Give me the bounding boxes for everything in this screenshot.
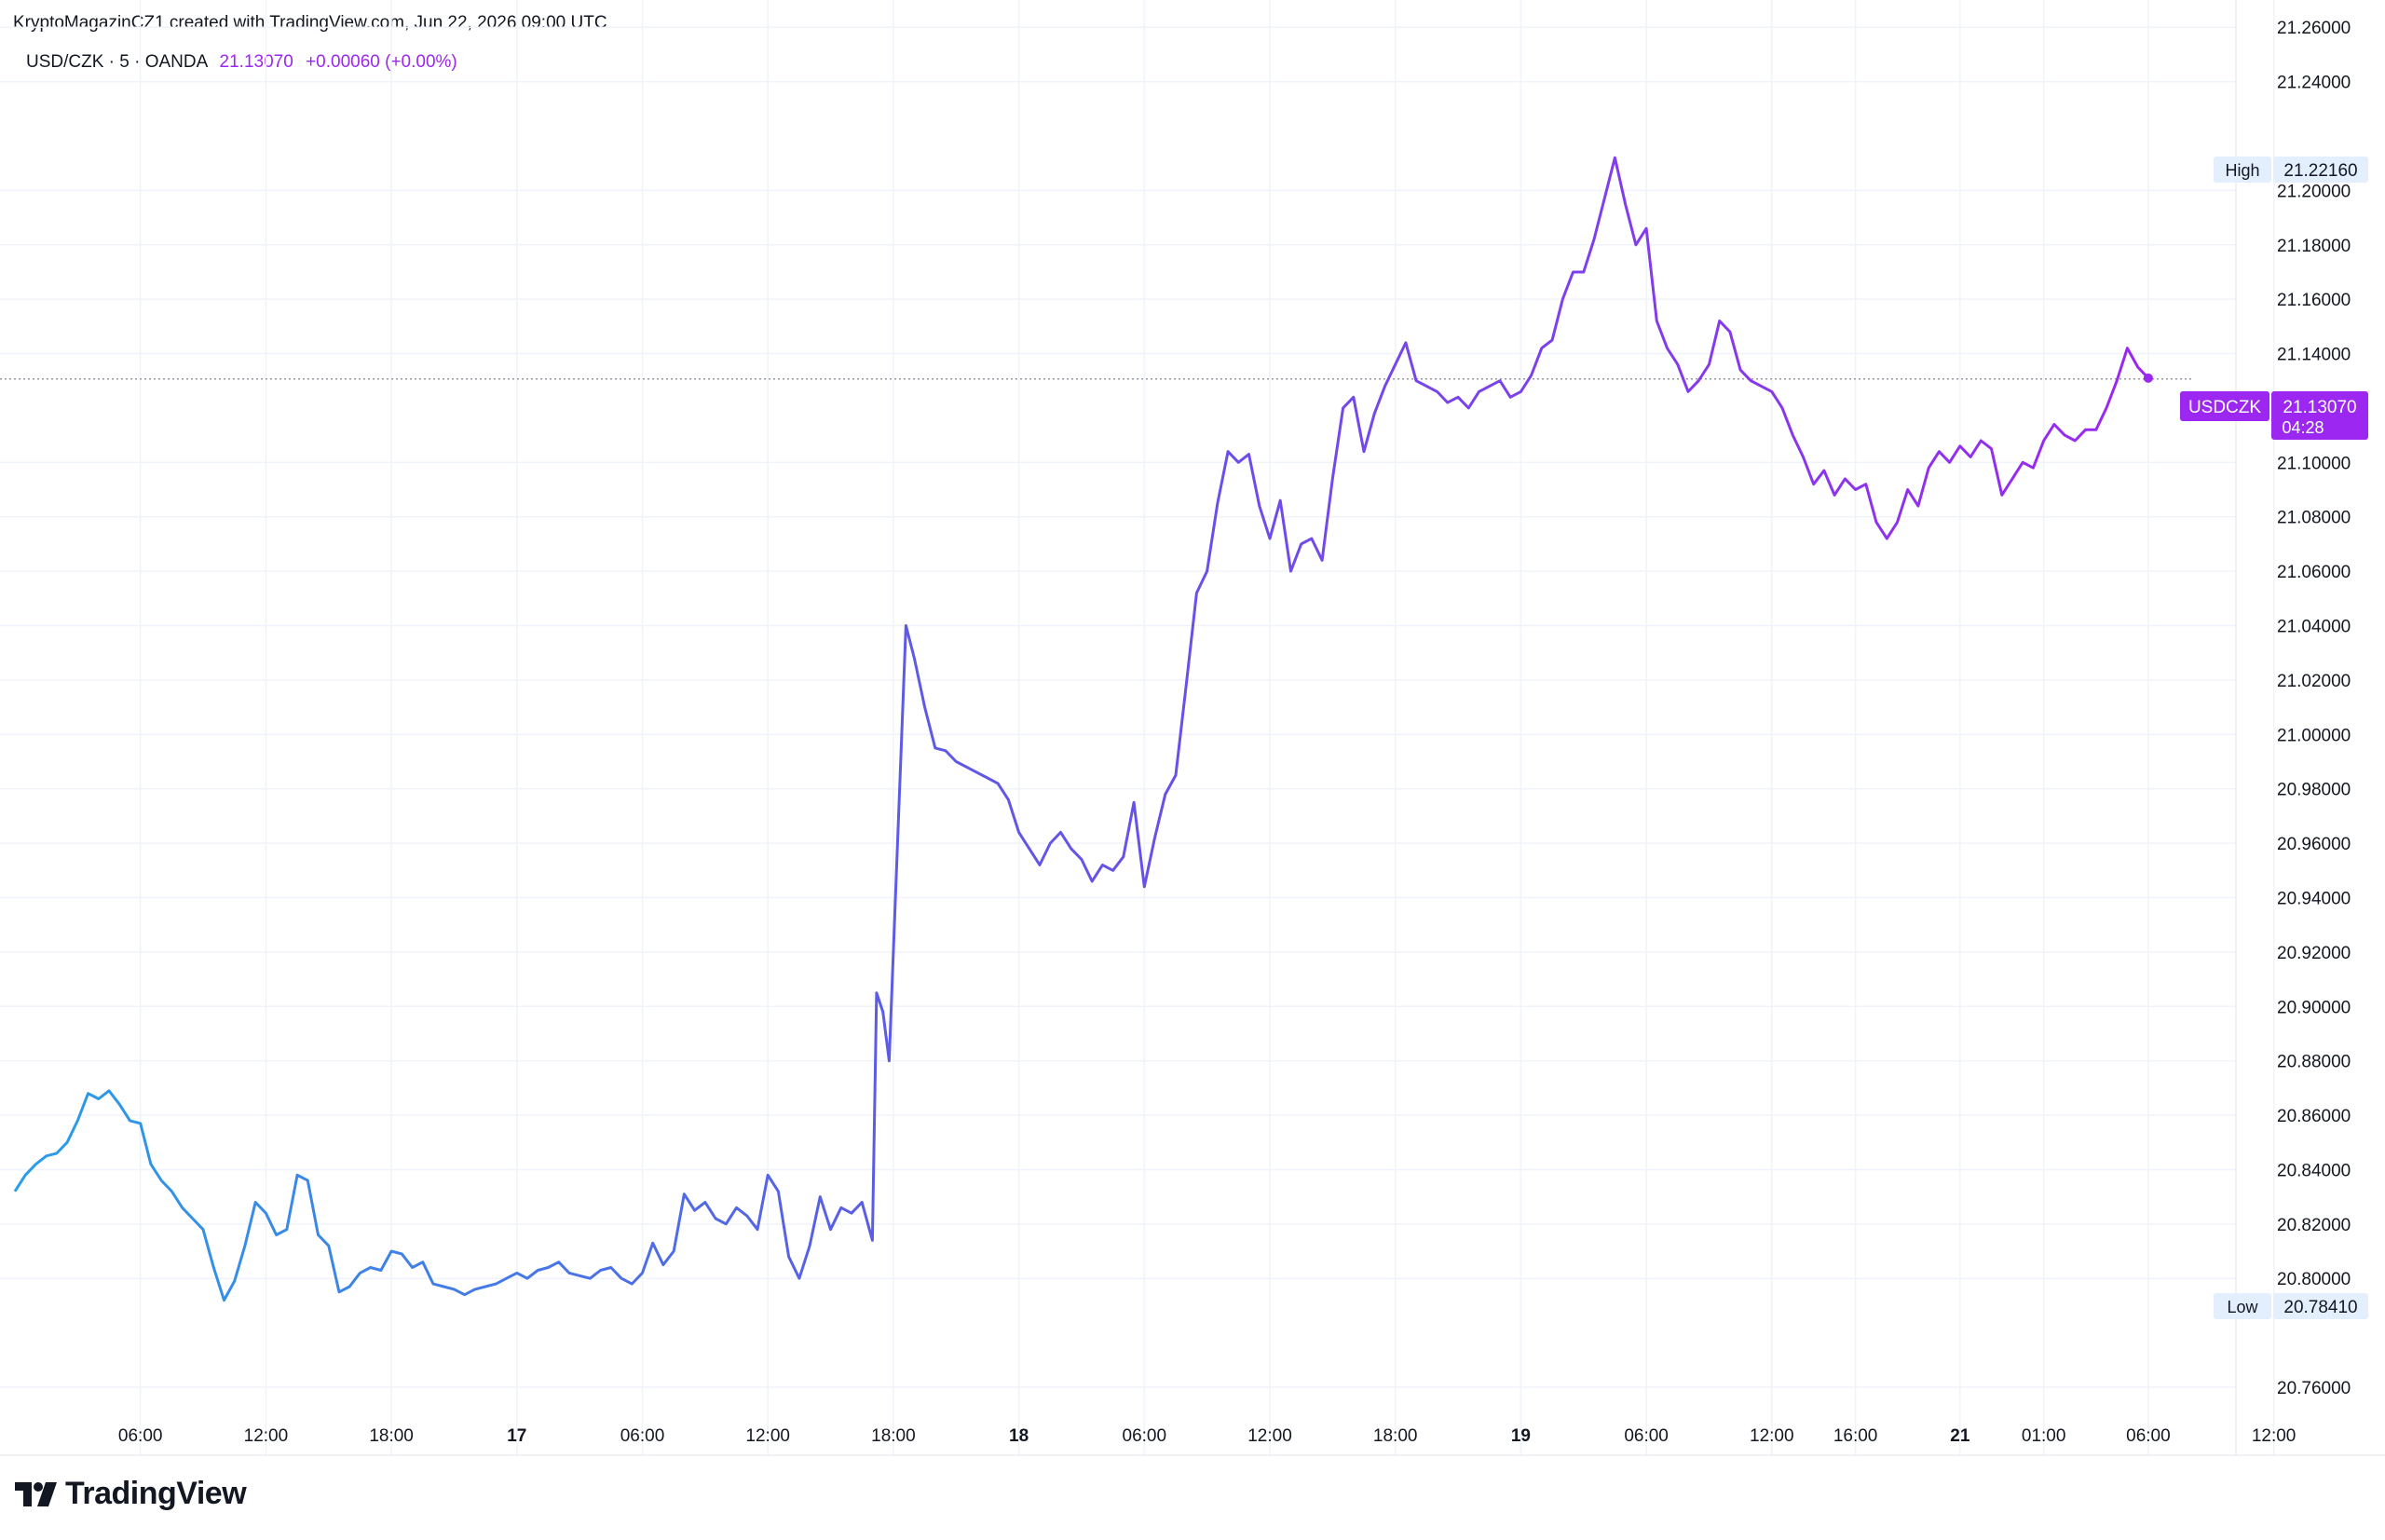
current-value: 21.13070	[2283, 398, 2356, 417]
y-tick-label: 20.90000	[2277, 998, 2351, 1017]
y-tick-label: 21.24000	[2277, 74, 2351, 93]
x-tick-label: 18:00	[369, 1426, 414, 1446]
y-tick-label: 21.14000	[2277, 346, 2351, 365]
x-tick-label: 01:00	[2022, 1426, 2066, 1446]
x-tick-label: 12:00	[1247, 1426, 1292, 1446]
x-tick-label: 06:00	[620, 1426, 665, 1446]
low-value: 20.78410	[2283, 1298, 2357, 1317]
price-change: +0.00060 (+0.00%)	[306, 52, 457, 72]
last-price-dot	[2143, 373, 2153, 383]
y-tick-label: 21.26000	[2277, 19, 2351, 38]
high-label: High	[2225, 161, 2259, 180]
last-price: 21.13070	[219, 52, 293, 72]
x-tick-label: 18:00	[1373, 1426, 1418, 1446]
y-tick-label: 21.10000	[2277, 454, 2351, 473]
y-tick-label: 21.02000	[2277, 672, 2351, 691]
y-tick-label: 20.96000	[2277, 835, 2351, 854]
grid-lines	[0, 0, 2275, 1455]
y-tick-label: 20.88000	[2277, 1053, 2351, 1072]
x-tick-label: 17	[507, 1426, 526, 1446]
x-tick-label: 06:00	[1624, 1426, 1669, 1446]
current-price-tag: USDCZK 21.13070 04:28	[2180, 391, 2368, 440]
symbol-label[interactable]: USD/CZK · 5 · OANDA	[26, 52, 208, 72]
y-tick-label: 20.98000	[2277, 781, 2351, 800]
y-tick-label: 20.76000	[2277, 1379, 2351, 1398]
y-axis-ticks: 21.26000 21.24000 21.20000 21.18000 21.16000…	[2277, 19, 2351, 1398]
high-value: 21.22160	[2283, 161, 2357, 181]
y-tick-label: 21.20000	[2277, 182, 2351, 201]
y-tick-label: 20.94000	[2277, 889, 2351, 908]
y-tick-label: 21.00000	[2277, 726, 2351, 745]
x-tick-label: 18:00	[871, 1426, 916, 1446]
y-tick-label: 20.80000	[2277, 1270, 2351, 1289]
low-badge: Low 20.78410	[2214, 1293, 2368, 1319]
y-tick-label: 20.92000	[2277, 944, 2351, 963]
y-tick-label: 21.18000	[2277, 237, 2351, 256]
price-series-line	[13, 156, 2149, 1302]
chart-legend: USD/CZK · 5 · OANDA 21.13070 +0.00060 (+…	[26, 52, 457, 73]
x-axis-ticks: 06:00 12:00 18:00 17 06:00 12:00 18:00 18 06:00 1…	[118, 1426, 2296, 1446]
y-tick-label: 20.86000	[2277, 1107, 2351, 1126]
high-badge: High 21.22160	[2214, 157, 2368, 183]
tradingview-logo[interactable]: TradingView	[15, 1476, 247, 1512]
x-tick-label: 06:00	[1123, 1426, 1167, 1446]
low-label: Low	[2227, 1298, 2258, 1316]
x-tick-label: 19	[1511, 1426, 1531, 1446]
x-tick-label: 06:00	[2126, 1426, 2171, 1446]
y-tick-label: 21.16000	[2277, 291, 2351, 310]
x-tick-label: 12:00	[1750, 1426, 1794, 1446]
x-tick-label: 06:00	[118, 1426, 163, 1446]
y-tick-label: 20.84000	[2277, 1161, 2351, 1180]
y-tick-label: 20.82000	[2277, 1216, 2351, 1235]
tradingview-logo-icon	[15, 1481, 57, 1506]
y-tick-label: 21.04000	[2277, 618, 2351, 637]
y-tick-label: 21.06000	[2277, 563, 2351, 582]
x-tick-label: 12:00	[745, 1426, 790, 1446]
y-tick-label: 21.08000	[2277, 509, 2351, 528]
current-symbol: USDCZK	[2188, 398, 2261, 417]
x-tick-label: 16:00	[1833, 1426, 1878, 1446]
bar-countdown: 04:28	[2282, 418, 2324, 437]
tradingview-logo-text: TradingView	[65, 1476, 247, 1511]
x-tick-label: 12:00	[2252, 1426, 2296, 1446]
x-tick-label: 12:00	[244, 1426, 289, 1446]
x-tick-label: 18	[1009, 1426, 1029, 1446]
x-tick-label: 21	[1950, 1426, 1970, 1446]
